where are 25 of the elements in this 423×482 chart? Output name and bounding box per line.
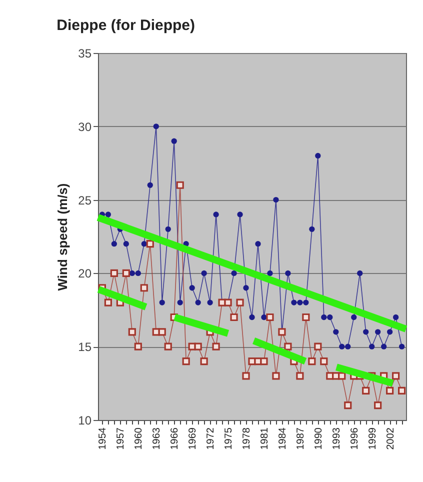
x-tick-label: 1963 xyxy=(152,427,163,450)
x-tick-label: 1996 xyxy=(349,427,360,450)
x-tick-label: 1975 xyxy=(224,427,235,450)
x-tick-label: 1978 xyxy=(242,427,253,450)
y-tick-label: 15 xyxy=(78,340,92,354)
x-tick-label: 1987 xyxy=(295,427,306,450)
y-tick-label: 30 xyxy=(78,120,92,134)
x-tick-label: 1954 xyxy=(98,427,109,450)
y-axis-title: Wind speed (m/s) xyxy=(55,183,70,291)
y-tick-label: 20 xyxy=(78,266,92,281)
x-tick-label: 1981 xyxy=(259,427,270,450)
y-tick-label: 25 xyxy=(78,193,92,208)
x-tick-label: 1960 xyxy=(134,427,145,450)
x-tick-label: 1993 xyxy=(331,427,342,450)
x-tick-label: 2002 xyxy=(385,427,396,450)
y-tick-label: 10 xyxy=(78,414,92,428)
chart-title: Dieppe (for Dieppe) xyxy=(56,17,195,34)
x-tick-label: 1969 xyxy=(188,427,199,450)
x-tick-label: 1972 xyxy=(206,427,217,450)
x-tick-label: 1990 xyxy=(313,427,324,450)
x-tick-label: 1966 xyxy=(170,427,181,450)
x-tick-label: 1984 xyxy=(277,427,288,450)
x-tick-label: 1999 xyxy=(367,427,378,450)
y-tick-label: 35 xyxy=(78,46,92,60)
x-tick-label: 1957 xyxy=(116,427,127,450)
